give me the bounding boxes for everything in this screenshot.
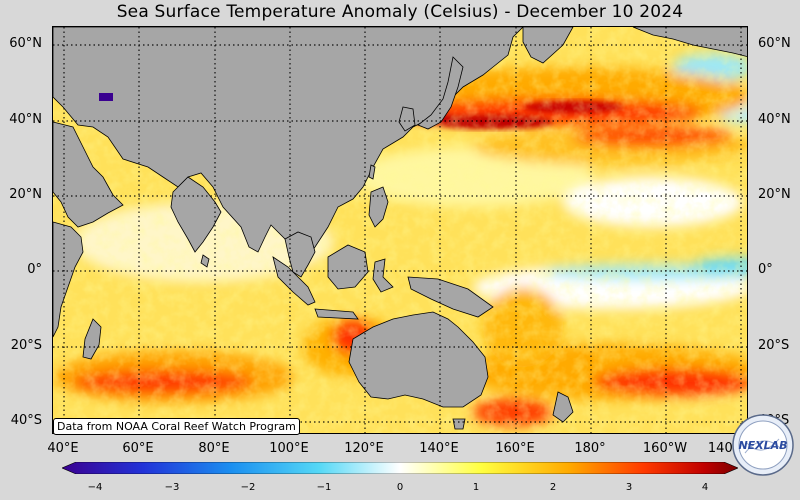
lat-label-40n-left: 40°N <box>9 112 42 127</box>
landmasses <box>53 27 747 430</box>
lat-label-60n-right: 60°N <box>758 36 791 51</box>
lat-label-20s-left: 20°S <box>10 338 42 353</box>
colorbar-tick: −1 <box>316 482 332 493</box>
lon-label-120e: 120°E <box>344 441 384 456</box>
data-credit: Data from NOAA Coral Reef Watch Program <box>53 418 300 435</box>
lat-label-0-right: 0° <box>758 262 773 277</box>
lon-label-160w: 160°W <box>642 441 688 456</box>
land-arabia <box>53 121 124 228</box>
lat-label-20n-left: 20°N <box>9 187 42 202</box>
land-australia <box>348 311 489 408</box>
map-title: Sea Surface Temperature Anomaly (Celsius… <box>116 2 684 22</box>
sst-anomaly-map <box>52 26 748 434</box>
colorbar-tick: −4 <box>87 482 103 493</box>
colorbar-tick: 3 <box>625 482 633 493</box>
lat-label-40n-right: 40°N <box>758 112 791 127</box>
lon-label-60e: 60°E <box>122 441 154 456</box>
lon-label-160e: 160°E <box>495 441 535 456</box>
lon-label-140e: 140°E <box>419 441 459 456</box>
graticule <box>53 27 747 433</box>
lat-label-0-left: 0° <box>27 262 42 277</box>
land-new-zealand <box>552 391 574 423</box>
lat-label-60n-left: 60°N <box>9 36 42 51</box>
logo-text: NEXLAB <box>738 439 787 452</box>
land-africa <box>53 221 84 338</box>
colorbar-tick: −2 <box>240 482 256 493</box>
land-alaska <box>632 27 747 57</box>
lon-label-100e: 100°E <box>269 441 309 456</box>
lat-label-40s-left: 40°S <box>10 413 42 428</box>
land-japan <box>417 56 464 130</box>
lon-label-180: 180° <box>574 441 606 456</box>
land-sumatra <box>272 256 316 306</box>
colorbar-tick: −3 <box>164 482 180 493</box>
nexlab-logo: NEXLAB <box>732 414 794 476</box>
lat-label-20s-right: 20°S <box>758 338 790 353</box>
lat-label-20n-right: 20°N <box>758 187 791 202</box>
land-madagascar <box>82 318 102 360</box>
colorbar-tick: 4 <box>701 482 709 493</box>
colorbar <box>62 462 738 474</box>
land-borneo <box>327 244 369 290</box>
lon-label-40e: 40°E <box>47 441 79 456</box>
lon-label-80e: 80°E <box>198 441 230 456</box>
land-new-guinea <box>407 276 494 318</box>
colorbar-gradient <box>62 462 738 474</box>
colorbar-tick: 0 <box>396 482 404 493</box>
colorbar-tick: 2 <box>549 482 557 493</box>
land-philippines <box>368 186 389 228</box>
colorbar-tick: 1 <box>472 482 480 493</box>
